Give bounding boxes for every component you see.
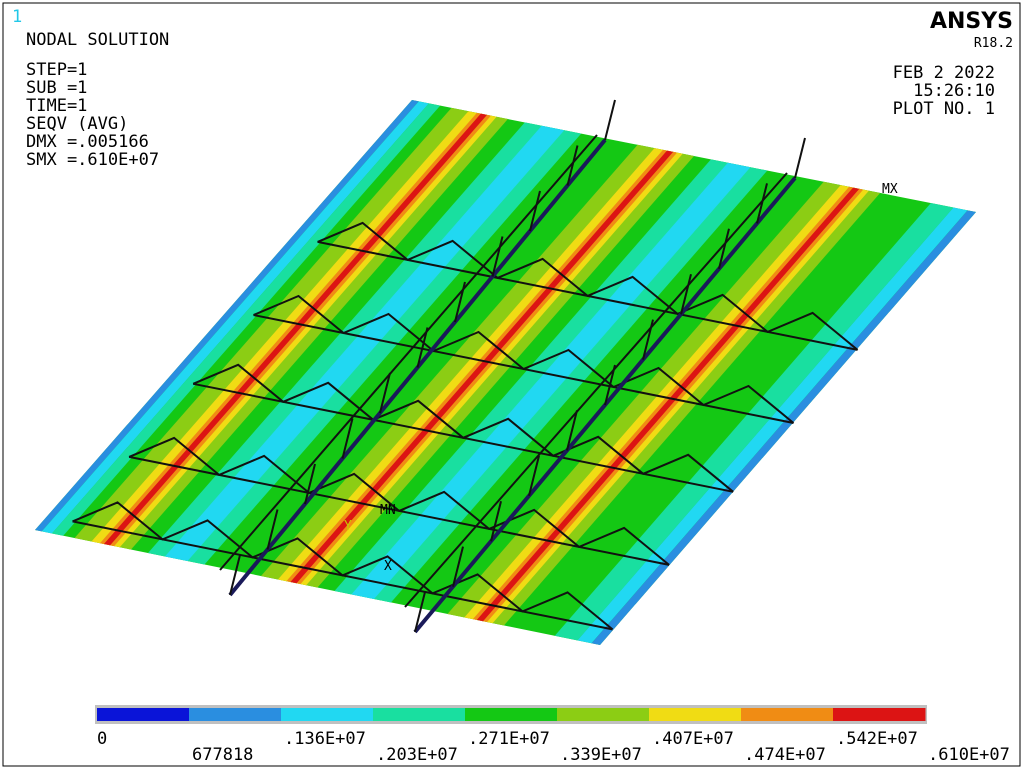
- contour-band: [103, 113, 488, 546]
- main-beam: [404, 172, 788, 608]
- truss-chord: [317, 240, 858, 351]
- beam-brace: [454, 281, 466, 323]
- beam-brace: [416, 327, 429, 368]
- beam-brace: [266, 509, 279, 550]
- beam-brace: [341, 418, 354, 459]
- version: R18.2: [974, 36, 1013, 51]
- beam-brace: [642, 319, 654, 360]
- legend-label: .203E+07: [376, 745, 458, 765]
- legend-swatch: [557, 708, 650, 721]
- contour-band: [290, 150, 674, 584]
- beam-brace: [680, 273, 692, 315]
- beam-brace: [490, 500, 502, 542]
- contour-band: [35, 100, 419, 532]
- legend-label: .407E+07: [652, 729, 734, 749]
- contour-band: [351, 162, 751, 599]
- legend-swatch: [741, 708, 834, 721]
- info-line: SMX =.610E+07: [26, 150, 159, 170]
- product: ANSYS: [930, 9, 1013, 34]
- legend-label: .542E+07: [836, 729, 918, 749]
- beam-brace: [452, 546, 464, 587]
- contour-band: [591, 210, 976, 645]
- beam-brace: [529, 190, 541, 232]
- beam-brace: [491, 236, 504, 277]
- legend-swatch: [189, 708, 282, 721]
- info-line: STEP=1: [26, 60, 87, 80]
- truss: [72, 99, 859, 634]
- contour-band: [577, 207, 968, 644]
- y-axis-label: Y: [344, 519, 352, 534]
- legend-swatch: [833, 708, 926, 721]
- contour-band: [554, 203, 954, 641]
- legend-label: .136E+07: [284, 729, 366, 749]
- legend-swatch: [649, 708, 742, 721]
- window-number: 1: [12, 7, 22, 27]
- stamp-line: FEB 2 2022: [893, 63, 995, 83]
- beam-brace: [794, 137, 806, 179]
- legend-swatch: [465, 708, 558, 721]
- info-line: TIME=1: [26, 96, 87, 116]
- legend-label: .339E+07: [560, 745, 642, 765]
- legend-swatch: [97, 708, 190, 721]
- contour-plate: [35, 100, 976, 645]
- x-axis-label: X: [384, 559, 392, 574]
- contour-band: [41, 101, 429, 534]
- legend-label: .474E+07: [744, 745, 826, 765]
- legend: 0 677818 .136E+07 .203E+07 .271E+07 .339E+07.…: [95, 705, 1010, 765]
- main-beam: [219, 134, 598, 571]
- contour-band: [164, 125, 565, 562]
- info-line: DMX =.005166: [26, 132, 149, 152]
- contour-band: [35, 100, 976, 645]
- beam-brace: [756, 183, 768, 224]
- info-line: SEQV (AVG): [26, 114, 128, 134]
- truss-chord: [72, 520, 613, 631]
- beam-brace: [566, 410, 578, 451]
- stamp-line: 15:26:10: [913, 81, 995, 101]
- legend-label: 677818: [192, 745, 253, 765]
- beam-brace: [528, 455, 540, 497]
- min-marker: MN: [380, 503, 396, 518]
- beam-brace: [304, 463, 316, 505]
- legend-label: .271E+07: [468, 729, 550, 749]
- legend-swatch: [373, 708, 466, 721]
- info-line: SUB =1: [26, 78, 87, 98]
- title: NODAL SOLUTION: [26, 30, 169, 50]
- legend-swatch: [281, 708, 374, 721]
- beam-brace: [379, 372, 391, 414]
- stamp-line: PLOT NO. 1: [893, 99, 995, 119]
- legend-label: 0: [97, 729, 107, 749]
- beam-brace: [718, 228, 730, 270]
- beam-brace: [604, 99, 616, 141]
- beam-brace: [604, 364, 616, 406]
- contour-band: [51, 103, 441, 536]
- beam-brace: [229, 554, 241, 596]
- truss-chord: [253, 314, 794, 424]
- truss-chord: [192, 382, 734, 493]
- contour-band: [476, 187, 860, 622]
- beam-brace: [414, 591, 426, 633]
- max-marker: MX: [882, 182, 898, 197]
- truss-chord: [128, 455, 670, 566]
- legend-label: .610E+07: [928, 745, 1010, 765]
- beam-brace: [566, 145, 579, 186]
